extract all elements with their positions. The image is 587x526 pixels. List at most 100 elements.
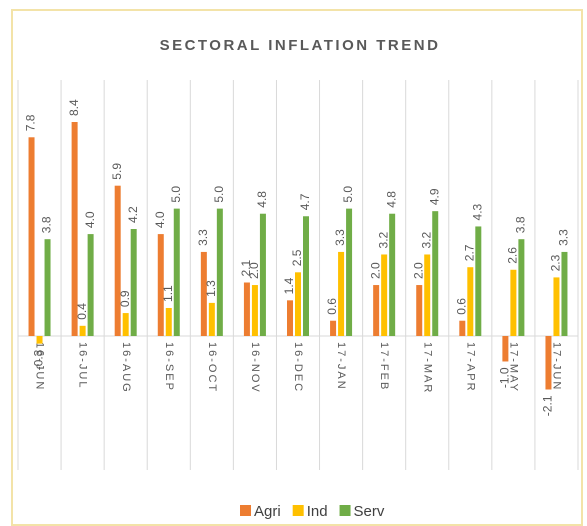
bar [216, 208, 223, 336]
bar [79, 325, 86, 336]
x-tick-label: 16-SEP [163, 342, 175, 392]
x-tick-label: 16-JUN [34, 342, 46, 391]
bar [122, 313, 129, 336]
data-label: 2.0 [247, 262, 261, 279]
legend-label: Agri [254, 503, 281, 520]
chart-frame [11, 9, 583, 526]
bar [475, 226, 482, 336]
bar [157, 234, 164, 336]
x-tick-label: 17-MAY [507, 342, 519, 393]
data-label: 1.1 [161, 285, 175, 302]
x-tick-label: 17-JUN [551, 342, 563, 391]
chart-title: SECTORAL INFLATION TREND [160, 37, 441, 54]
x-tick-label: 16-DEC [292, 342, 304, 393]
data-label: 4.8 [384, 191, 398, 208]
legend-swatch [339, 505, 351, 516]
data-label: 4.9 [427, 188, 441, 205]
x-tick-label: 17-JAN [335, 342, 347, 391]
bar [251, 285, 258, 336]
data-label: 2.1 [239, 259, 253, 276]
data-label: 3.3 [557, 229, 571, 246]
data-label: 7.8 [24, 114, 38, 131]
data-label: 4.8 [255, 191, 269, 208]
data-label: 3.2 [376, 231, 390, 248]
data-label: 3.3 [333, 229, 347, 246]
bar [432, 211, 439, 336]
data-label: 1.4 [282, 277, 296, 294]
data-label: 0.6 [325, 298, 339, 315]
bar [44, 239, 51, 336]
bar [208, 302, 215, 336]
data-label: 0.6 [454, 298, 468, 315]
bar [545, 336, 552, 390]
data-label: -0.3 [32, 349, 46, 370]
bar [330, 320, 337, 336]
bar [259, 213, 266, 336]
bar [518, 239, 525, 336]
data-label: 2.5 [290, 249, 304, 266]
data-label: -2.1 [541, 395, 555, 416]
data-label: 0.4 [75, 303, 89, 320]
bar [510, 269, 517, 336]
bar [28, 137, 35, 336]
x-tick-label: 17-APR [464, 342, 476, 393]
data-label: 3.3 [196, 229, 210, 246]
bar [346, 208, 353, 336]
bar [287, 300, 293, 336]
data-label: 2.6 [506, 247, 520, 264]
data-label: 5.9 [110, 163, 124, 180]
bar [467, 267, 474, 336]
data-label: 5.0 [169, 186, 183, 203]
bar [502, 336, 509, 362]
bar [36, 336, 43, 344]
bar [173, 208, 180, 336]
data-label: 4.2 [126, 206, 140, 223]
bar [87, 234, 94, 336]
bar [71, 122, 78, 336]
data-label: 0.9 [118, 290, 132, 307]
bar [114, 185, 121, 336]
legend-label: Serv [354, 503, 385, 520]
x-tick-label: 17-FEB [378, 342, 390, 391]
bar [416, 285, 423, 336]
data-label: 5.0 [212, 186, 226, 203]
data-label: 4.7 [298, 193, 312, 210]
data-label: 4.0 [153, 211, 167, 228]
bar [295, 272, 301, 336]
bar [373, 285, 380, 336]
data-label: 2.7 [462, 244, 476, 261]
legend-swatch [240, 505, 251, 516]
data-label: 8.4 [67, 99, 81, 116]
bar [338, 251, 345, 336]
x-tick-label: 16-JUL [77, 342, 89, 389]
legend-label: Ind [307, 503, 328, 520]
bar [553, 277, 560, 336]
data-label: 5.0 [341, 186, 355, 203]
data-label: 2.0 [411, 262, 425, 279]
data-label: 2.0 [368, 262, 382, 279]
bar [303, 216, 309, 336]
data-label: 2.3 [549, 254, 563, 271]
bar [130, 229, 137, 336]
x-tick-label: 16-NOV [249, 342, 261, 394]
data-label: 3.2 [419, 231, 433, 248]
data-label: -1.0 [498, 367, 512, 388]
data-label: 3.8 [514, 216, 528, 233]
data-label: 3.8 [40, 216, 54, 233]
bar [424, 254, 431, 336]
x-tick-label: 17-MAR [421, 342, 433, 394]
data-label: 1.3 [204, 280, 218, 297]
bar [561, 251, 568, 336]
bar [389, 213, 396, 336]
x-tick-label: 16-AUG [120, 342, 132, 394]
bar [165, 307, 172, 336]
bar [381, 254, 388, 336]
legend-swatch [292, 505, 304, 516]
bar [200, 251, 207, 336]
bar [459, 320, 466, 336]
data-label: 4.0 [83, 211, 97, 228]
data-label: 4.3 [470, 203, 484, 220]
bar [243, 282, 250, 336]
x-tick-label: 16-OCT [206, 342, 218, 393]
